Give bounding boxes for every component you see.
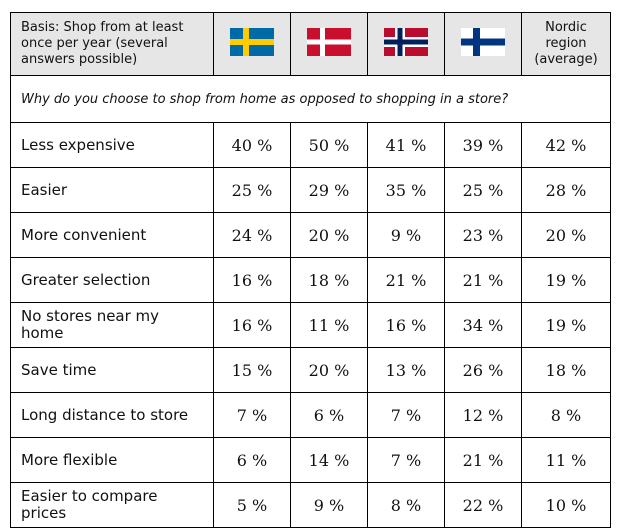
share: 9 % <box>367 212 445 258</box>
flag <box>307 27 351 56</box>
flag-norway <box>367 12 445 76</box>
basis: Basis: Shop from at least once per year … <box>10 12 214 76</box>
share: 41 % <box>367 122 445 168</box>
share: 42 % <box>521 122 611 168</box>
share: 28 % <box>521 167 611 213</box>
share: 9 % <box>290 482 368 528</box>
share: 8 % <box>367 482 445 528</box>
data-row: Greater selection 16 % 18 % 21 % 21 % 19 % <box>10 257 611 303</box>
share: 25 % <box>444 167 522 213</box>
data-row: Save time 15 % 20 % 13 % 26 % 18 % <box>10 347 611 393</box>
flag <box>384 27 428 56</box>
share: 8 % <box>521 392 611 438</box>
data-row: No stores near my home 16 % 11 % 16 % 34 % 19… <box>10 302 611 348</box>
share: 21 % <box>444 437 522 483</box>
data-row: Easier 25 % 29 % 35 % 25 % 28 % <box>10 167 611 213</box>
flag-denmark <box>290 12 368 76</box>
data-row: More flexible 6 % 14 % 7 % 21 % 11 % <box>10 437 611 483</box>
flag-sweden <box>213 12 291 76</box>
share: 20 % <box>290 212 368 258</box>
reason: Easier <box>10 167 214 213</box>
share: 11 % <box>521 437 611 483</box>
reason: Less expensive <box>10 122 214 168</box>
data-row: Easier to compare prices 5 % 9 % 8 % 22 % 10 … <box>10 482 611 528</box>
share: 15 % <box>213 347 291 393</box>
share: 50 % <box>290 122 368 168</box>
data-row: Long distance to store 7 % 6 % 7 % 12 % 8 % <box>10 392 611 438</box>
data-row: More convenient 24 % 20 % 9 % 23 % 20 % <box>10 212 611 258</box>
share: 20 % <box>290 347 368 393</box>
share: 26 % <box>444 347 522 393</box>
share: 7 % <box>367 437 445 483</box>
share: 34 % <box>444 302 522 348</box>
share: 7 % <box>213 392 291 438</box>
question: Why do you choose to shop from home as o… <box>10 75 611 123</box>
share: 6 % <box>213 437 291 483</box>
table-body: Basis: Shop from at least once per year … <box>10 12 611 528</box>
share: 19 % <box>521 257 611 303</box>
reason: More flexible <box>10 437 214 483</box>
reason: Long distance to store <box>10 392 214 438</box>
share: 6 % <box>290 392 368 438</box>
share: 20 % <box>521 212 611 258</box>
share: 23 % <box>444 212 522 258</box>
share: 5 % <box>213 482 291 528</box>
flag <box>230 27 274 56</box>
question-row: Why do you choose to shop from home as o… <box>10 75 611 123</box>
share: 35 % <box>367 167 445 213</box>
reason: Easier to compare prices <box>10 482 214 528</box>
data-row: Less expensive 40 % 50 % 41 % 39 % 42 % <box>10 122 611 168</box>
share: 7 % <box>367 392 445 438</box>
share: 18 % <box>290 257 368 303</box>
header-row: Basis: Shop from at least once per year … <box>10 12 611 76</box>
share: 16 % <box>213 257 291 303</box>
share: 12 % <box>444 392 522 438</box>
reason: Greater selection <box>10 257 214 303</box>
share: 10 % <box>521 482 611 528</box>
share: 25 % <box>213 167 291 213</box>
average-header: Nordic region (average) <box>521 12 611 76</box>
share: 39 % <box>444 122 522 168</box>
share: 13 % <box>367 347 445 393</box>
reason: Save time <box>10 347 214 393</box>
share: 22 % <box>444 482 522 528</box>
share: 18 % <box>521 347 611 393</box>
share: 14 % <box>290 437 368 483</box>
share: 24 % <box>213 212 291 258</box>
share: 21 % <box>367 257 445 303</box>
share: 21 % <box>444 257 522 303</box>
reason: More convenient <box>10 212 214 258</box>
survey-table: Basis: Shop from at least once per year … <box>10 12 611 528</box>
share: 40 % <box>213 122 291 168</box>
share: 11 % <box>290 302 368 348</box>
share: 16 % <box>367 302 445 348</box>
reason: No stores near my home <box>10 302 214 348</box>
share: 29 % <box>290 167 368 213</box>
flag <box>461 27 505 56</box>
share: 19 % <box>521 302 611 348</box>
flag-finland <box>444 12 522 76</box>
share: 16 % <box>213 302 291 348</box>
